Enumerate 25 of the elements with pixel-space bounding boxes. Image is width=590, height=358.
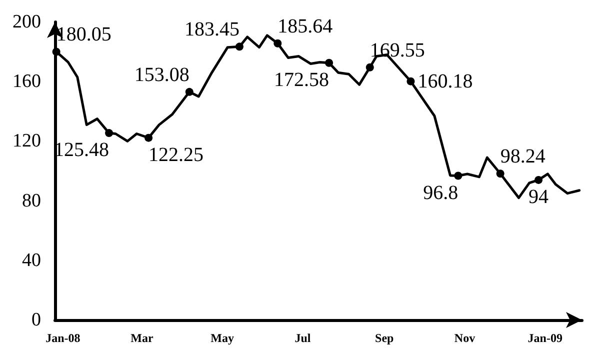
x-tick-label: Jul xyxy=(294,331,312,345)
data-label: 172.58 xyxy=(274,68,330,91)
data-label: 180.05 xyxy=(56,24,112,46)
y-tick-label: 160 xyxy=(12,71,41,92)
y-tick-label: 40 xyxy=(22,250,41,271)
data-label: 125.48 xyxy=(54,139,110,162)
data-label: 169.55 xyxy=(370,39,425,62)
data-label: 98.24 xyxy=(500,146,546,168)
data-label: 183.45 xyxy=(184,18,240,41)
data-label: 94 xyxy=(528,186,549,208)
y-tick-label: 0 xyxy=(32,310,41,330)
x-tick-label: Jan-09 xyxy=(528,331,562,345)
data-label: 153.08 xyxy=(134,64,190,86)
x-tick-label: Nov xyxy=(454,331,476,345)
x-tick-label: May xyxy=(210,331,234,345)
data-label: 160.18 xyxy=(418,70,473,92)
data-label: 185.64 xyxy=(278,15,333,38)
y-tick-label: 200 xyxy=(12,12,41,32)
y-tick-label: 80 xyxy=(22,190,41,212)
x-tick-label: Mar xyxy=(130,331,154,345)
data-label: 122.25 xyxy=(148,144,204,166)
data-label: 96.8 xyxy=(423,182,458,204)
x-tick-label: Jan-08 xyxy=(46,331,80,345)
y-tick-label: 120 xyxy=(12,130,41,152)
x-tick-label: Sep xyxy=(375,331,394,345)
